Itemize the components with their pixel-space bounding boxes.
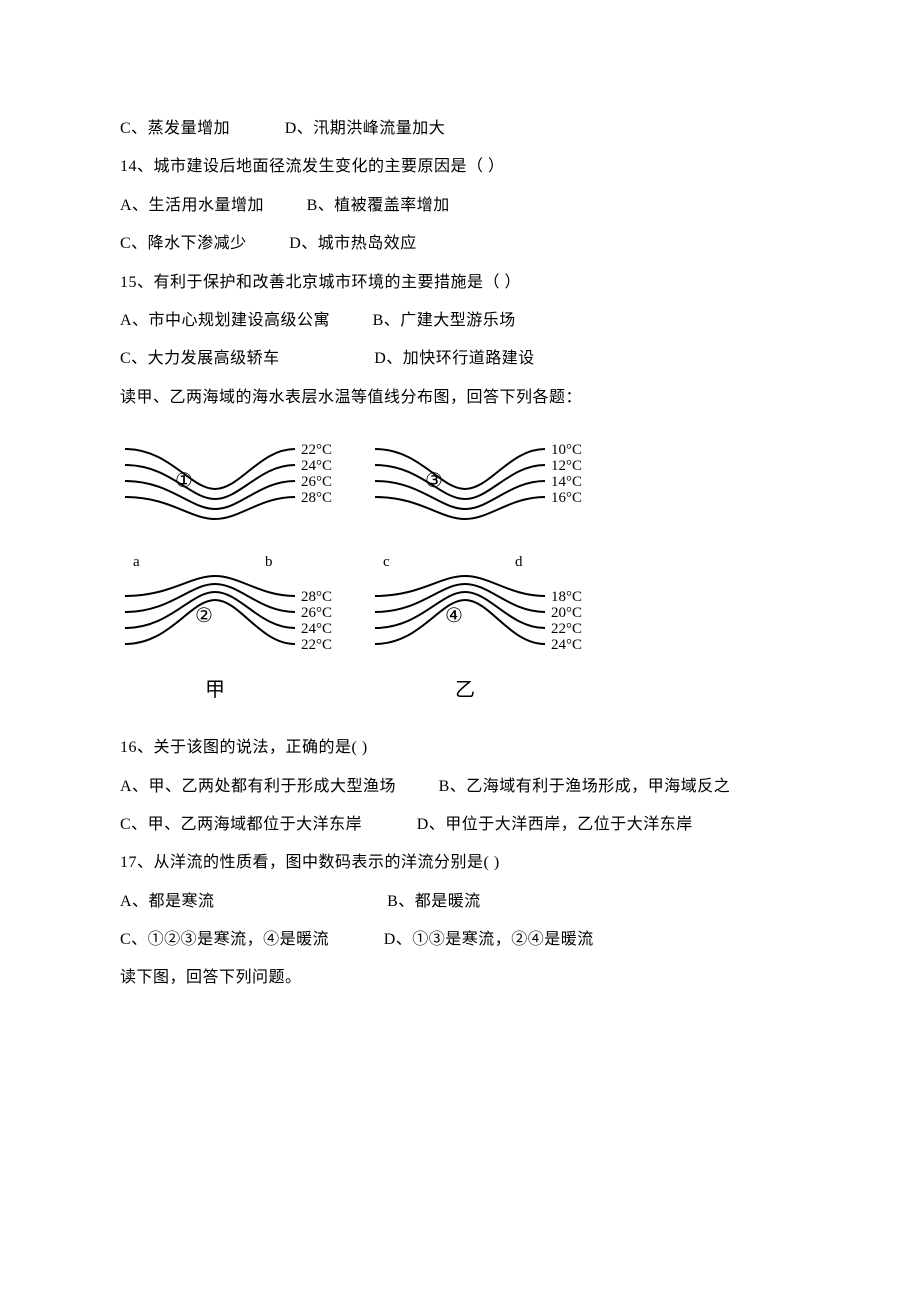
q16-row-ab: A、甲、乙两处都有利于形成大型渔场 B、乙海域有利于渔场形成，甲海域反之 [120, 768, 800, 806]
q16-opt-c: C、甲、乙两海域都位于大洋东岸 [120, 806, 362, 844]
svg-text:③: ③ [425, 470, 443, 492]
q13-opt-c: C、蒸发量增加 [120, 110, 230, 148]
passage2: 读下图，回答下列问题。 [120, 959, 800, 997]
q13-opt-d: D、汛期洪峰流量加大 [285, 110, 446, 148]
svg-text:24°C: 24°C [301, 458, 332, 474]
q17-opt-c: C、①②③是寒流，④是暖流 [120, 921, 329, 959]
q16-opt-a: A、甲、乙两处都有利于形成大型渔场 [120, 768, 396, 806]
q15-row-ab: A、市中心规划建设高级公寓 B、广建大型游乐场 [120, 302, 800, 340]
q14-opt-a: A、生活用水量增加 [120, 187, 264, 225]
svg-text:16°C: 16°C [551, 490, 582, 506]
q14-opt-c: C、降水下渗减少 [120, 225, 247, 263]
svg-text:b: b [265, 554, 273, 570]
q14-opt-d: D、城市热岛效应 [289, 225, 417, 263]
svg-text:26°C: 26°C [301, 605, 332, 621]
q14-opt-b: B、植被覆盖率增加 [307, 187, 450, 225]
q14-stem: 14、城市建设后地面径流发生变化的主要原因是（ ） [120, 148, 800, 186]
svg-text:乙: 乙 [455, 679, 475, 701]
svg-text:20°C: 20°C [551, 605, 582, 621]
q15-stem: 15、有利于保护和改善北京城市环境的主要措施是（ ） [120, 264, 800, 302]
svg-text:24°C: 24°C [301, 621, 332, 637]
svg-text:28°C: 28°C [301, 589, 332, 605]
page-content: C、蒸发量增加 D、汛期洪峰流量加大 14、城市建设后地面径流发生变化的主要原因… [0, 0, 920, 1058]
q15-row-cd: C、大力发展高级轿车 D、加快环行道路建设 [120, 340, 800, 378]
q16-stem: 16、关于该图的说法，正确的是( ) [120, 729, 800, 767]
svg-text:26°C: 26°C [301, 474, 332, 490]
q15-opt-d: D、加快环行道路建设 [374, 340, 535, 378]
svg-text:24°C: 24°C [551, 637, 582, 653]
q16-row-cd: C、甲、乙两海域都位于大洋东岸 D、甲位于大洋西岸，乙位于大洋东岸 [120, 806, 800, 844]
q16-opt-b: B、乙海域有利于渔场形成，甲海域反之 [439, 768, 731, 806]
passage1: 读甲、乙两海域的海水表层水温等值线分布图，回答下列各题： [120, 379, 800, 417]
q17-opt-b: B、都是暖流 [387, 883, 481, 921]
svg-text:28°C: 28°C [301, 490, 332, 506]
svg-text:14°C: 14°C [551, 474, 582, 490]
q17-row-cd: C、①②③是寒流，④是暖流 D、①③是寒流，②④是暖流 [120, 921, 800, 959]
svg-text:a: a [133, 554, 140, 570]
svg-text:22°C: 22°C [301, 442, 332, 458]
q15-opt-a: A、市中心规划建设高级公寓 [120, 302, 330, 340]
q17-row-ab: A、都是寒流 B、都是暖流 [120, 883, 800, 921]
q17-stem: 17、从洋流的性质看，图中数码表示的洋流分别是( ) [120, 844, 800, 882]
q15-opt-c: C、大力发展高级轿车 [120, 340, 280, 378]
q14-row-ab: A、生活用水量增加 B、植被覆盖率增加 [120, 187, 800, 225]
svg-text:22°C: 22°C [301, 637, 332, 653]
svg-text:④: ④ [445, 605, 463, 627]
q17-opt-a: A、都是寒流 [120, 883, 215, 921]
svg-text:甲: 甲 [205, 679, 225, 701]
svg-text:18°C: 18°C [551, 589, 582, 605]
q13-options-cd: C、蒸发量增加 D、汛期洪峰流量加大 [120, 110, 800, 148]
svg-text:10°C: 10°C [551, 442, 582, 458]
svg-text:22°C: 22°C [551, 621, 582, 637]
svg-text:12°C: 12°C [551, 458, 582, 474]
svg-text:②: ② [195, 605, 213, 627]
svg-text:c: c [383, 554, 390, 570]
svg-text:d: d [515, 554, 523, 570]
isotherm-svg: 22°C24°C26°C28°C①ab28°C26°C24°C22°C②甲10°… [120, 431, 610, 721]
q17-opt-d: D、①③是寒流，②④是暖流 [384, 921, 594, 959]
q16-opt-d: D、甲位于大洋西岸，乙位于大洋东岸 [417, 806, 693, 844]
isotherm-figure: 22°C24°C26°C28°C①ab28°C26°C24°C22°C②甲10°… [120, 431, 800, 721]
q14-row-cd: C、降水下渗减少 D、城市热岛效应 [120, 225, 800, 263]
svg-text:①: ① [175, 470, 193, 492]
q15-opt-b: B、广建大型游乐场 [373, 302, 516, 340]
